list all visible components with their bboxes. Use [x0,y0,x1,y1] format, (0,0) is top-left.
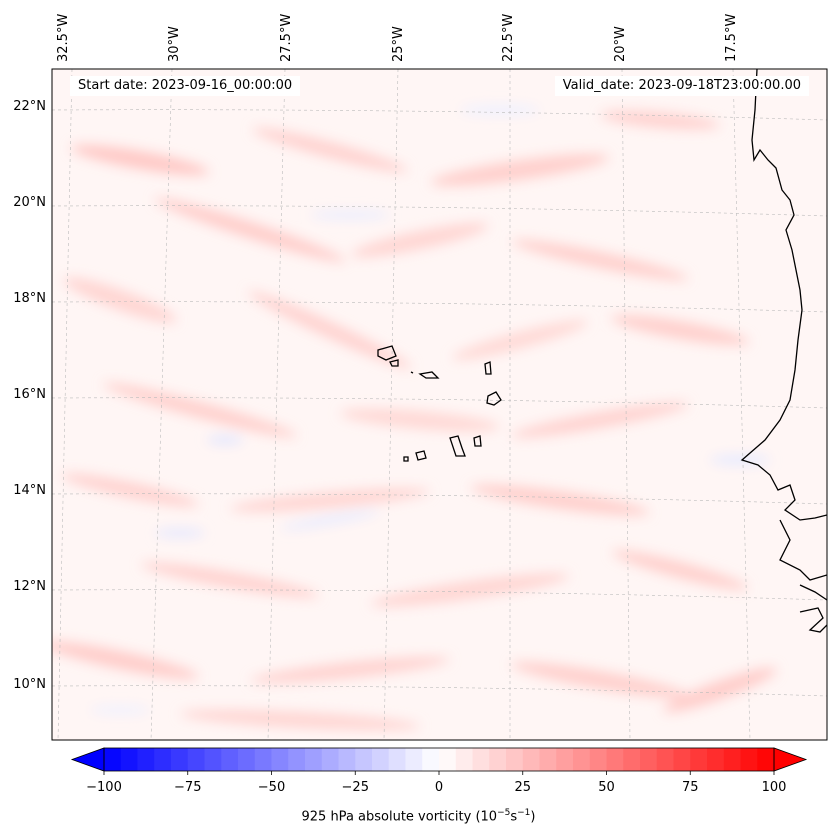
colorbar-tick-label: −25 [342,780,369,795]
colorbar-cell [673,748,691,771]
colorbar-cell [707,748,725,771]
colorbar-cell [271,748,289,771]
lat-label: 22°N [13,99,46,114]
island-santo-antao [377,345,397,361]
colorbar-cell [254,748,273,771]
longitude-labels: 32.5°W 30°W 27.5°W 25°W 22.5°W 20°W 17.5… [56,14,739,62]
lat-label: 18°N [13,291,46,306]
colorbar-cell [238,748,256,771]
lon-label: 17.5°W [724,14,739,62]
colorbar-title-end: ) [530,809,536,825]
island-sal [484,361,492,375]
colorbar-cell [489,748,507,771]
colorbar-cell [372,748,390,771]
colorbar-cell [656,748,675,771]
colorbar-cell [305,748,323,771]
colorbar-cell [154,748,172,771]
colorbar-cell [338,748,356,771]
colorbar-cells [104,748,775,771]
lat-label: 20°N [13,195,46,210]
lon-label: 25°W [391,26,406,62]
colorbar-cell [606,748,624,771]
island-brava [403,456,409,462]
colorbar-cell [522,748,541,771]
colorbar-cell [137,748,155,771]
lon-label: 30°W [167,26,182,62]
colorbar-cell [321,748,340,771]
colorbar-cell [171,748,189,771]
colorbar-cell [589,748,608,771]
islet [410,371,414,374]
colorbar-cell [556,748,574,771]
colorbar-tick-label: 100 [762,780,787,795]
colorbar-cell [573,748,591,771]
island-fogo [415,450,427,461]
colorbar-tick-label: −75 [174,780,201,795]
colorbar-cell [723,748,742,771]
colorbar-title: 925 hPa absolute vorticity (10−5s−1) [0,808,837,824]
colorbar-cell [757,748,775,771]
vorticity-field [52,105,777,731]
colorbar-cell [472,748,490,771]
lon-label: 32.5°W [56,14,71,62]
island-maio [473,435,482,447]
colorbar-cell [120,748,139,771]
lat-label: 16°N [13,387,46,402]
colorbar-ticks: −100 −75 −50 −25 0 25 50 75 100 [86,771,786,795]
colorbar-cell [104,748,122,771]
island-sao-nicolau [418,371,440,379]
colorbar-extend-max-arrow [773,747,808,772]
africa-coastline [740,69,827,521]
colorbar-tick-label: 25 [514,780,531,795]
colorbar-tick-label: −50 [258,780,285,795]
map-frame [51,68,828,741]
colorbar-cell [187,748,206,771]
colorbar-tick-label: 50 [598,780,615,795]
start-date-label: Start date: 2023-09-16_00:00:00 [70,76,301,96]
latitude-labels: 22°N 20°N 18°N 16°N 14°N 12°N 10°N [13,99,46,692]
colorbar-tick-label: 0 [435,780,443,795]
lon-label: 27.5°W [279,14,294,62]
colorbar-cell [355,748,373,771]
colorbar-cell [221,748,239,771]
colorbar-cell [204,748,222,771]
colorbar-cell [422,748,440,771]
lat-label: 12°N [13,579,46,594]
colorbar-tick-label: −100 [86,780,122,795]
lat-label: 14°N [13,483,46,498]
colorbar-extend-min-arrow [70,747,105,772]
colorbar-cell [439,748,457,771]
colorbar-cell [506,748,524,771]
colorbar: −100 −75 −50 −25 0 25 50 75 100 [70,747,808,795]
colorbar-cell [690,748,708,771]
colorbar-cell [623,748,641,771]
colorbar-cell [740,748,758,771]
coastlines [377,69,827,633]
colorbar-cell [405,748,423,771]
gridlines [52,69,827,740]
colorbar-title-exponent: −1 [517,808,531,818]
island-santiago [449,435,466,457]
senegal-rivers [779,519,827,633]
lon-label: 22.5°W [501,14,516,62]
lat-label: 10°N [13,677,46,692]
colorbar-tick-label: 75 [682,780,699,795]
colorbar-cell [388,748,407,771]
island-sao-vicente [389,359,399,367]
colorbar-cell [539,748,557,771]
colorbar-title-main: 925 hPa absolute vorticity (10 [301,809,498,825]
colorbar-cell [455,748,474,771]
colorbar-title-exponent: −5 [497,808,511,818]
lon-label: 20°W [613,26,628,62]
valid-date-label: Valid_date: 2023-09-18T23:00:00.00 [554,76,809,96]
colorbar-cell [288,748,306,771]
colorbar-cell [640,748,658,771]
island-boavista [486,391,502,406]
colorbar-title-unit: s [510,809,518,825]
